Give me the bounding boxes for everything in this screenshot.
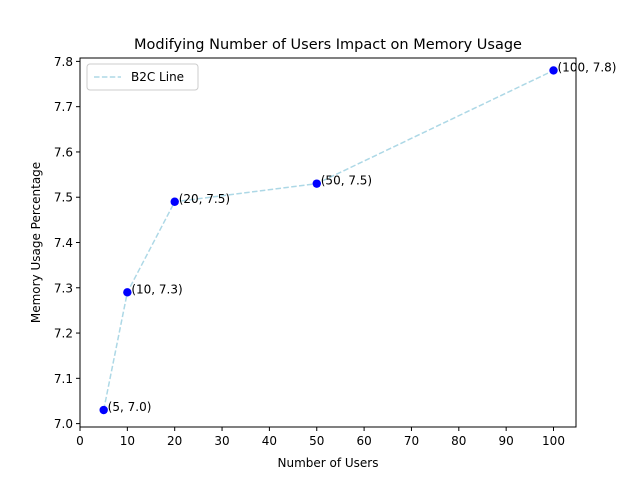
x-tick-label: 50 (309, 434, 324, 448)
chart-title: Modifying Number of Users Impact on Memo… (134, 37, 522, 53)
y-axis-label: Memory Usage Percentage (29, 162, 43, 323)
axes-frame (79, 57, 577, 428)
x-tick-label: 0 (76, 434, 84, 448)
x-tick-label: 10 (120, 434, 135, 448)
x-tick-label: 20 (167, 434, 182, 448)
y-tick-label: 7.8 (54, 55, 73, 69)
legend-box (86, 63, 199, 91)
point-annotation: (20, 7.5) (179, 192, 230, 206)
y-tick-label: 7.4 (54, 236, 73, 250)
x-tick-label: 90 (499, 434, 514, 448)
y-tick-label: 7.1 (54, 372, 73, 386)
y-axis-ticks: 7.0 7.1 7.2 7.3 7.4 7.5 7.6 7.7 7.8 (54, 55, 80, 431)
x-tick-label: 60 (356, 434, 371, 448)
x-tick-label: 70 (404, 434, 419, 448)
y-tick-label: 7.6 (54, 145, 73, 159)
y-tick-label: 7.5 (54, 191, 73, 205)
plot-area: (5, 7.0) (10, 7.3) (20, 7.5) (50, 7.5) (100,… (99, 60, 617, 415)
data-point (549, 66, 558, 75)
x-tick-label: 30 (214, 434, 229, 448)
data-point (123, 288, 132, 297)
series-line (102, 69, 554, 411)
x-tick-label: 100 (542, 434, 565, 448)
point-annotation: (5, 7.0) (108, 400, 152, 414)
point-annotation: (10, 7.3) (131, 282, 182, 296)
data-point (99, 405, 108, 415)
x-tick-label: 80 (451, 434, 466, 448)
data-point (312, 179, 321, 188)
point-annotation: (50, 7.5) (321, 174, 372, 188)
y-tick-label: 7.2 (54, 327, 73, 341)
point-annotation: (100, 7.8) (558, 60, 617, 74)
x-tick-label: 40 (262, 434, 277, 448)
x-axis-ticks: 0 10 20 30 40 50 60 70 80 90 100 (76, 427, 565, 448)
data-point (170, 197, 179, 206)
legend: B2C Line (86, 63, 199, 91)
x-axis-label: Number of Users (277, 456, 378, 470)
y-tick-label: 7.0 (54, 417, 73, 431)
y-tick-label: 7.7 (54, 100, 73, 114)
y-tick-label: 7.3 (54, 281, 73, 295)
legend-label: B2C Line (131, 70, 184, 84)
